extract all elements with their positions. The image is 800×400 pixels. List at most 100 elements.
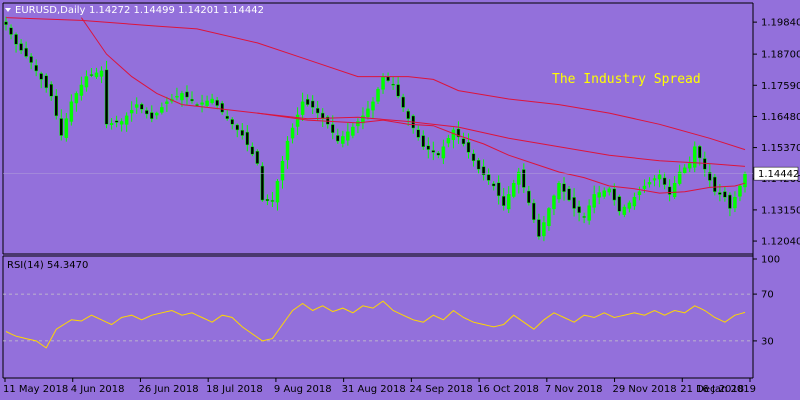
candle-body	[537, 219, 541, 237]
candle-body	[562, 183, 566, 192]
candle-body	[325, 116, 330, 125]
candles-layer	[4, 16, 747, 242]
last-price-tag: 1.14442	[753, 166, 799, 181]
ma-mid-line	[257, 112, 746, 167]
candle-body	[627, 202, 632, 209]
candle-body	[124, 115, 129, 125]
time-tick-label: 9 Aug 2018	[274, 384, 332, 395]
candle-body	[557, 182, 561, 200]
watermark-text: The Industry Spread	[552, 72, 701, 87]
candle-body	[582, 216, 586, 218]
price-tick-label: 1.15370	[761, 143, 800, 154]
candle-body	[431, 150, 436, 153]
candle-body	[496, 182, 501, 197]
candle-body	[421, 135, 426, 147]
candle-body	[677, 171, 682, 184]
candle-body	[687, 163, 692, 169]
time-tick-label: 7 Nov 2018	[545, 384, 603, 395]
candle-body	[331, 124, 335, 133]
candle-body	[19, 43, 23, 51]
candle-body	[114, 120, 119, 123]
candle-body	[713, 176, 717, 192]
candle-body	[708, 172, 712, 181]
candle-body	[129, 110, 134, 114]
time-axis: 11 May 2018 4 Jun 2018 26 Jun 2018 18 Jul 2…	[3, 378, 756, 395]
candle-body	[527, 190, 531, 204]
rsi-tick-label: 70	[761, 290, 774, 301]
candle-body	[391, 83, 395, 86]
candle-body	[250, 146, 255, 155]
candle-body	[4, 21, 8, 25]
candle-body	[69, 101, 74, 122]
candle-body	[235, 124, 240, 131]
candle-body	[305, 98, 310, 105]
candle-body	[44, 75, 48, 89]
candle-body	[336, 135, 340, 142]
candle-body	[109, 123, 114, 126]
candle-body	[416, 129, 420, 138]
candle-body	[200, 102, 204, 105]
candle-body	[39, 73, 43, 80]
candle-body	[14, 34, 18, 45]
candle-body	[84, 76, 89, 88]
candle-body	[310, 100, 315, 108]
candle-body	[94, 72, 99, 78]
rsi-tick-label: 100	[761, 255, 780, 266]
candle-body	[29, 56, 33, 63]
price-tick-label: 1.17590	[761, 81, 800, 92]
candle-body	[119, 121, 124, 125]
time-tick-label: 16 Oct 2018	[477, 384, 539, 395]
candle-body	[386, 76, 390, 82]
candle-body	[99, 70, 104, 77]
ma-fast-line	[80, 17, 746, 194]
candle-body	[185, 91, 189, 98]
candle-body	[220, 103, 224, 113]
candle-body	[74, 93, 79, 104]
candle-body	[592, 194, 596, 208]
candle-body	[657, 174, 662, 180]
candle-body	[481, 166, 486, 176]
rsi-label: RSI(14) 54.3470	[7, 260, 88, 271]
candle-body	[511, 182, 516, 197]
candle-body	[738, 185, 742, 197]
candle-body	[506, 194, 511, 210]
candle-body	[491, 183, 496, 187]
rsi-tick-label: 30	[761, 336, 774, 347]
candle-body	[451, 129, 456, 140]
candle-body	[667, 186, 672, 195]
triangle-down-icon[interactable]	[5, 8, 11, 12]
rsi-layer: 100 70 30	[3, 255, 780, 349]
candle-body	[49, 83, 53, 97]
candle-body	[180, 93, 184, 101]
last-price-tag-background	[753, 166, 799, 181]
time-tick-label: 18 Jul 2018	[206, 384, 263, 395]
candle-body	[351, 126, 355, 136]
candle-body	[662, 177, 667, 185]
rsi-line	[5, 300, 746, 349]
candle-body	[607, 188, 612, 193]
candle-body	[723, 191, 727, 198]
candle-body	[577, 206, 581, 213]
candle-body	[542, 222, 546, 237]
candle-body	[34, 64, 38, 72]
candle-body	[270, 200, 275, 202]
candle-body	[486, 174, 491, 181]
candle-body	[597, 192, 601, 198]
candle-body	[300, 101, 305, 115]
time-tick-label: 11 May 2018	[3, 384, 68, 395]
candle-body	[245, 131, 250, 146]
candle-body	[190, 99, 194, 102]
candle-body	[79, 84, 84, 96]
candle-body	[642, 185, 647, 189]
candle-body	[476, 160, 481, 170]
candle-body	[346, 131, 350, 141]
time-tick-label: 29 Nov 2018	[613, 384, 677, 395]
candle-body	[175, 95, 179, 98]
candle-body	[215, 99, 219, 106]
candle-body	[255, 150, 260, 164]
price-tick-label: 1.13150	[761, 205, 800, 216]
candle-body	[672, 182, 677, 198]
price-tick-label: 1.19840	[761, 18, 800, 29]
candle-body	[441, 146, 446, 159]
candle-body	[160, 107, 164, 113]
